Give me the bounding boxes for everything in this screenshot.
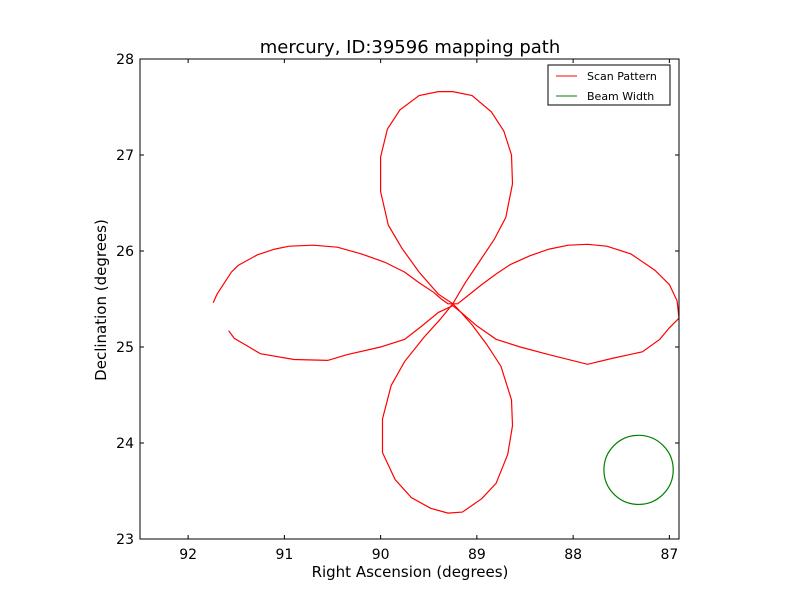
x-tick-label: 88 <box>564 547 582 563</box>
legend-box <box>547 64 671 106</box>
y-tick-label: 25 <box>116 340 134 356</box>
x-tick-label: 89 <box>468 547 486 563</box>
legend-label-beam-width: Beam Width <box>587 90 654 103</box>
y-tick-label: 26 <box>116 244 134 260</box>
y-tick-label: 27 <box>116 148 134 164</box>
y-axis-label: Declination (degrees) <box>92 219 110 381</box>
plot-frame <box>139 58 680 540</box>
scan-pattern-line-0 <box>212 243 679 365</box>
beam-width-circle <box>603 434 674 506</box>
x-axis: 92 91 90 89 88 87 <box>179 59 678 563</box>
y-tick-label: 28 <box>116 52 134 68</box>
x-tick-label: 91 <box>275 547 293 563</box>
x-tick-label: 92 <box>179 547 197 563</box>
y-tick-label: 24 <box>116 436 134 452</box>
x-axis-label: Right Ascension (degrees) <box>312 563 509 581</box>
x-tick-label: 90 <box>372 547 390 563</box>
scan-pattern-line-1 <box>380 91 514 514</box>
y-axis: 23 24 25 26 27 28 <box>116 52 679 548</box>
x-tick-label: 87 <box>660 547 678 563</box>
chart-title: mercury, ID:39596 mapping path <box>260 37 561 58</box>
legend: Scan Pattern Beam Width <box>547 64 671 106</box>
plot-area <box>139 58 680 540</box>
y-tick-label: 23 <box>116 532 134 548</box>
legend-label-scan-pattern: Scan Pattern <box>587 70 657 83</box>
